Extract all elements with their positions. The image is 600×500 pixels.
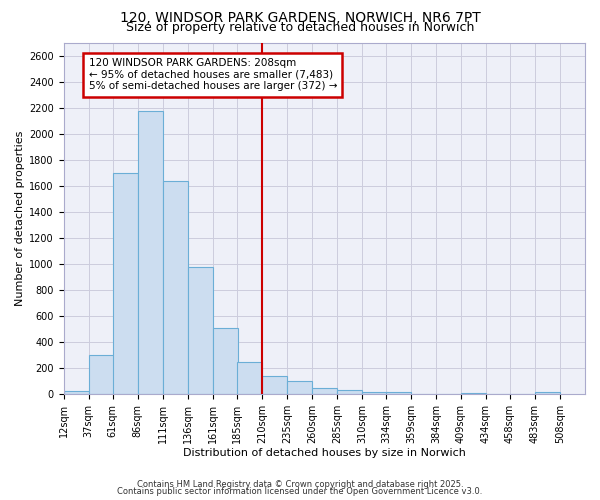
Bar bbox=[337, 390, 362, 394]
Bar bbox=[237, 362, 262, 394]
X-axis label: Distribution of detached houses by size in Norwich: Distribution of detached houses by size … bbox=[183, 448, 466, 458]
Text: Size of property relative to detached houses in Norwich: Size of property relative to detached ho… bbox=[126, 21, 474, 34]
Bar bbox=[461, 393, 486, 394]
Text: Contains HM Land Registry data © Crown copyright and database right 2025.: Contains HM Land Registry data © Crown c… bbox=[137, 480, 463, 489]
Text: 120, WINDSOR PARK GARDENS, NORWICH, NR6 7PT: 120, WINDSOR PARK GARDENS, NORWICH, NR6 … bbox=[119, 11, 481, 25]
Bar bbox=[213, 328, 238, 394]
Bar bbox=[362, 392, 387, 394]
Bar bbox=[312, 388, 337, 394]
Text: 120 WINDSOR PARK GARDENS: 208sqm
← 95% of detached houses are smaller (7,483)
5%: 120 WINDSOR PARK GARDENS: 208sqm ← 95% o… bbox=[89, 58, 337, 92]
Bar bbox=[163, 180, 188, 394]
Bar bbox=[113, 173, 137, 394]
Y-axis label: Number of detached properties: Number of detached properties bbox=[15, 130, 25, 306]
Bar bbox=[386, 392, 411, 394]
Bar bbox=[535, 392, 560, 394]
Bar bbox=[137, 111, 163, 394]
Bar bbox=[64, 391, 89, 394]
Text: Contains public sector information licensed under the Open Government Licence v3: Contains public sector information licen… bbox=[118, 487, 482, 496]
Bar bbox=[89, 355, 113, 394]
Bar bbox=[287, 381, 312, 394]
Bar bbox=[188, 266, 213, 394]
Bar bbox=[262, 376, 287, 394]
